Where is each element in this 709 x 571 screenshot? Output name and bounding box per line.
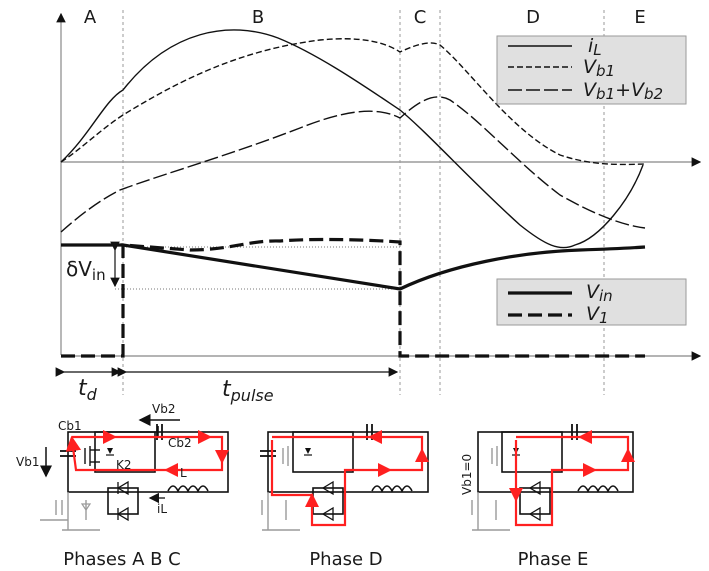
tpulse-label: tpulse <box>222 377 274 405</box>
label-vb2: Vb2 <box>152 402 175 416</box>
legend-bottom: Vin V1 <box>496 278 687 327</box>
gray-switch <box>40 492 100 531</box>
current-path-d <box>270 435 424 527</box>
caption-phases-abc: Phases A B C <box>63 549 181 570</box>
phase-label-d: D <box>526 7 540 28</box>
caption-phase-e: Phase E <box>518 549 589 570</box>
phase-label-e: E <box>634 7 645 28</box>
vb1-curve <box>60 38 646 166</box>
label-cb1: Cb1 <box>58 419 82 433</box>
label-l: L <box>180 466 187 480</box>
circuit-phase-d <box>260 424 429 531</box>
circuit-phases-abc: Cb1 Vb2 Cb2 Vb1 K2 L iL <box>16 402 229 531</box>
label-k2: K2 <box>116 458 132 472</box>
label-vb1: Vb1 <box>16 455 39 469</box>
current-path-e <box>514 435 630 527</box>
mosfet-k2 <box>84 446 114 466</box>
gray-switch-d <box>261 492 300 531</box>
label-vb1-zero: Vb1=0 <box>460 454 474 495</box>
label-il: iL <box>157 502 167 516</box>
phase-label-b: B <box>252 7 264 28</box>
dvin-label: δVin <box>66 257 106 284</box>
vin-curve <box>61 243 646 291</box>
circuit-phase-e: Vb1=0 <box>460 424 635 531</box>
label-cb2: Cb2 <box>168 436 192 450</box>
vb1-vb2-curve <box>60 96 646 233</box>
v1-curve <box>61 237 645 358</box>
legend-top: iL Vb1 Vb1+Vb2 <box>496 35 687 105</box>
td-label: td <box>78 376 98 404</box>
il-curve <box>60 29 644 249</box>
legend-v1: V1 <box>586 303 609 327</box>
current-path-abc <box>65 435 224 472</box>
phase-label-a: A <box>84 7 97 28</box>
inductor-l <box>167 485 209 493</box>
inductor-l-e <box>577 485 619 493</box>
legend-il: iL <box>588 35 602 59</box>
diode-pair <box>107 480 139 522</box>
gray-switch-e <box>471 492 510 531</box>
caption-phase-d: Phase D <box>309 549 382 570</box>
inductor-l-d <box>371 485 413 493</box>
phase-label-c: C <box>414 7 427 28</box>
